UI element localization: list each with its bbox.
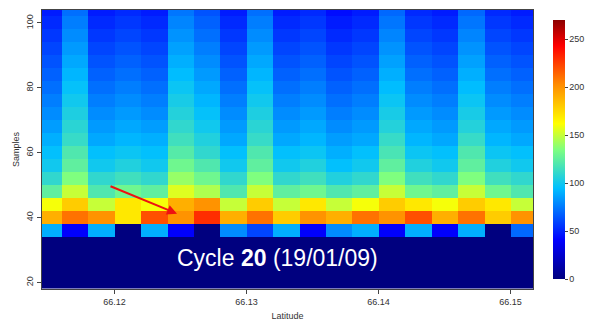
svg-text:40: 40: [25, 211, 35, 221]
svg-text:Latitude: Latitude: [271, 311, 303, 321]
svg-text:150: 150: [569, 130, 584, 140]
svg-text:100: 100: [25, 14, 35, 29]
svg-text:Samples: Samples: [11, 131, 21, 167]
svg-text:20: 20: [25, 276, 35, 286]
svg-text:66.12: 66.12: [103, 297, 126, 307]
svg-text:0: 0: [569, 274, 574, 284]
svg-text:66.14: 66.14: [367, 297, 390, 307]
svg-text:66.13: 66.13: [235, 297, 258, 307]
svg-text:100: 100: [569, 178, 584, 188]
svg-text:Cycle 20 (19/01/09): Cycle 20 (19/01/09): [177, 245, 378, 271]
svg-text:50: 50: [569, 226, 579, 236]
svg-text:60: 60: [25, 146, 35, 156]
svg-text:80: 80: [25, 82, 35, 92]
svg-text:66.15: 66.15: [499, 297, 522, 307]
svg-text:250: 250: [569, 34, 584, 44]
svg-text:200: 200: [569, 82, 584, 92]
